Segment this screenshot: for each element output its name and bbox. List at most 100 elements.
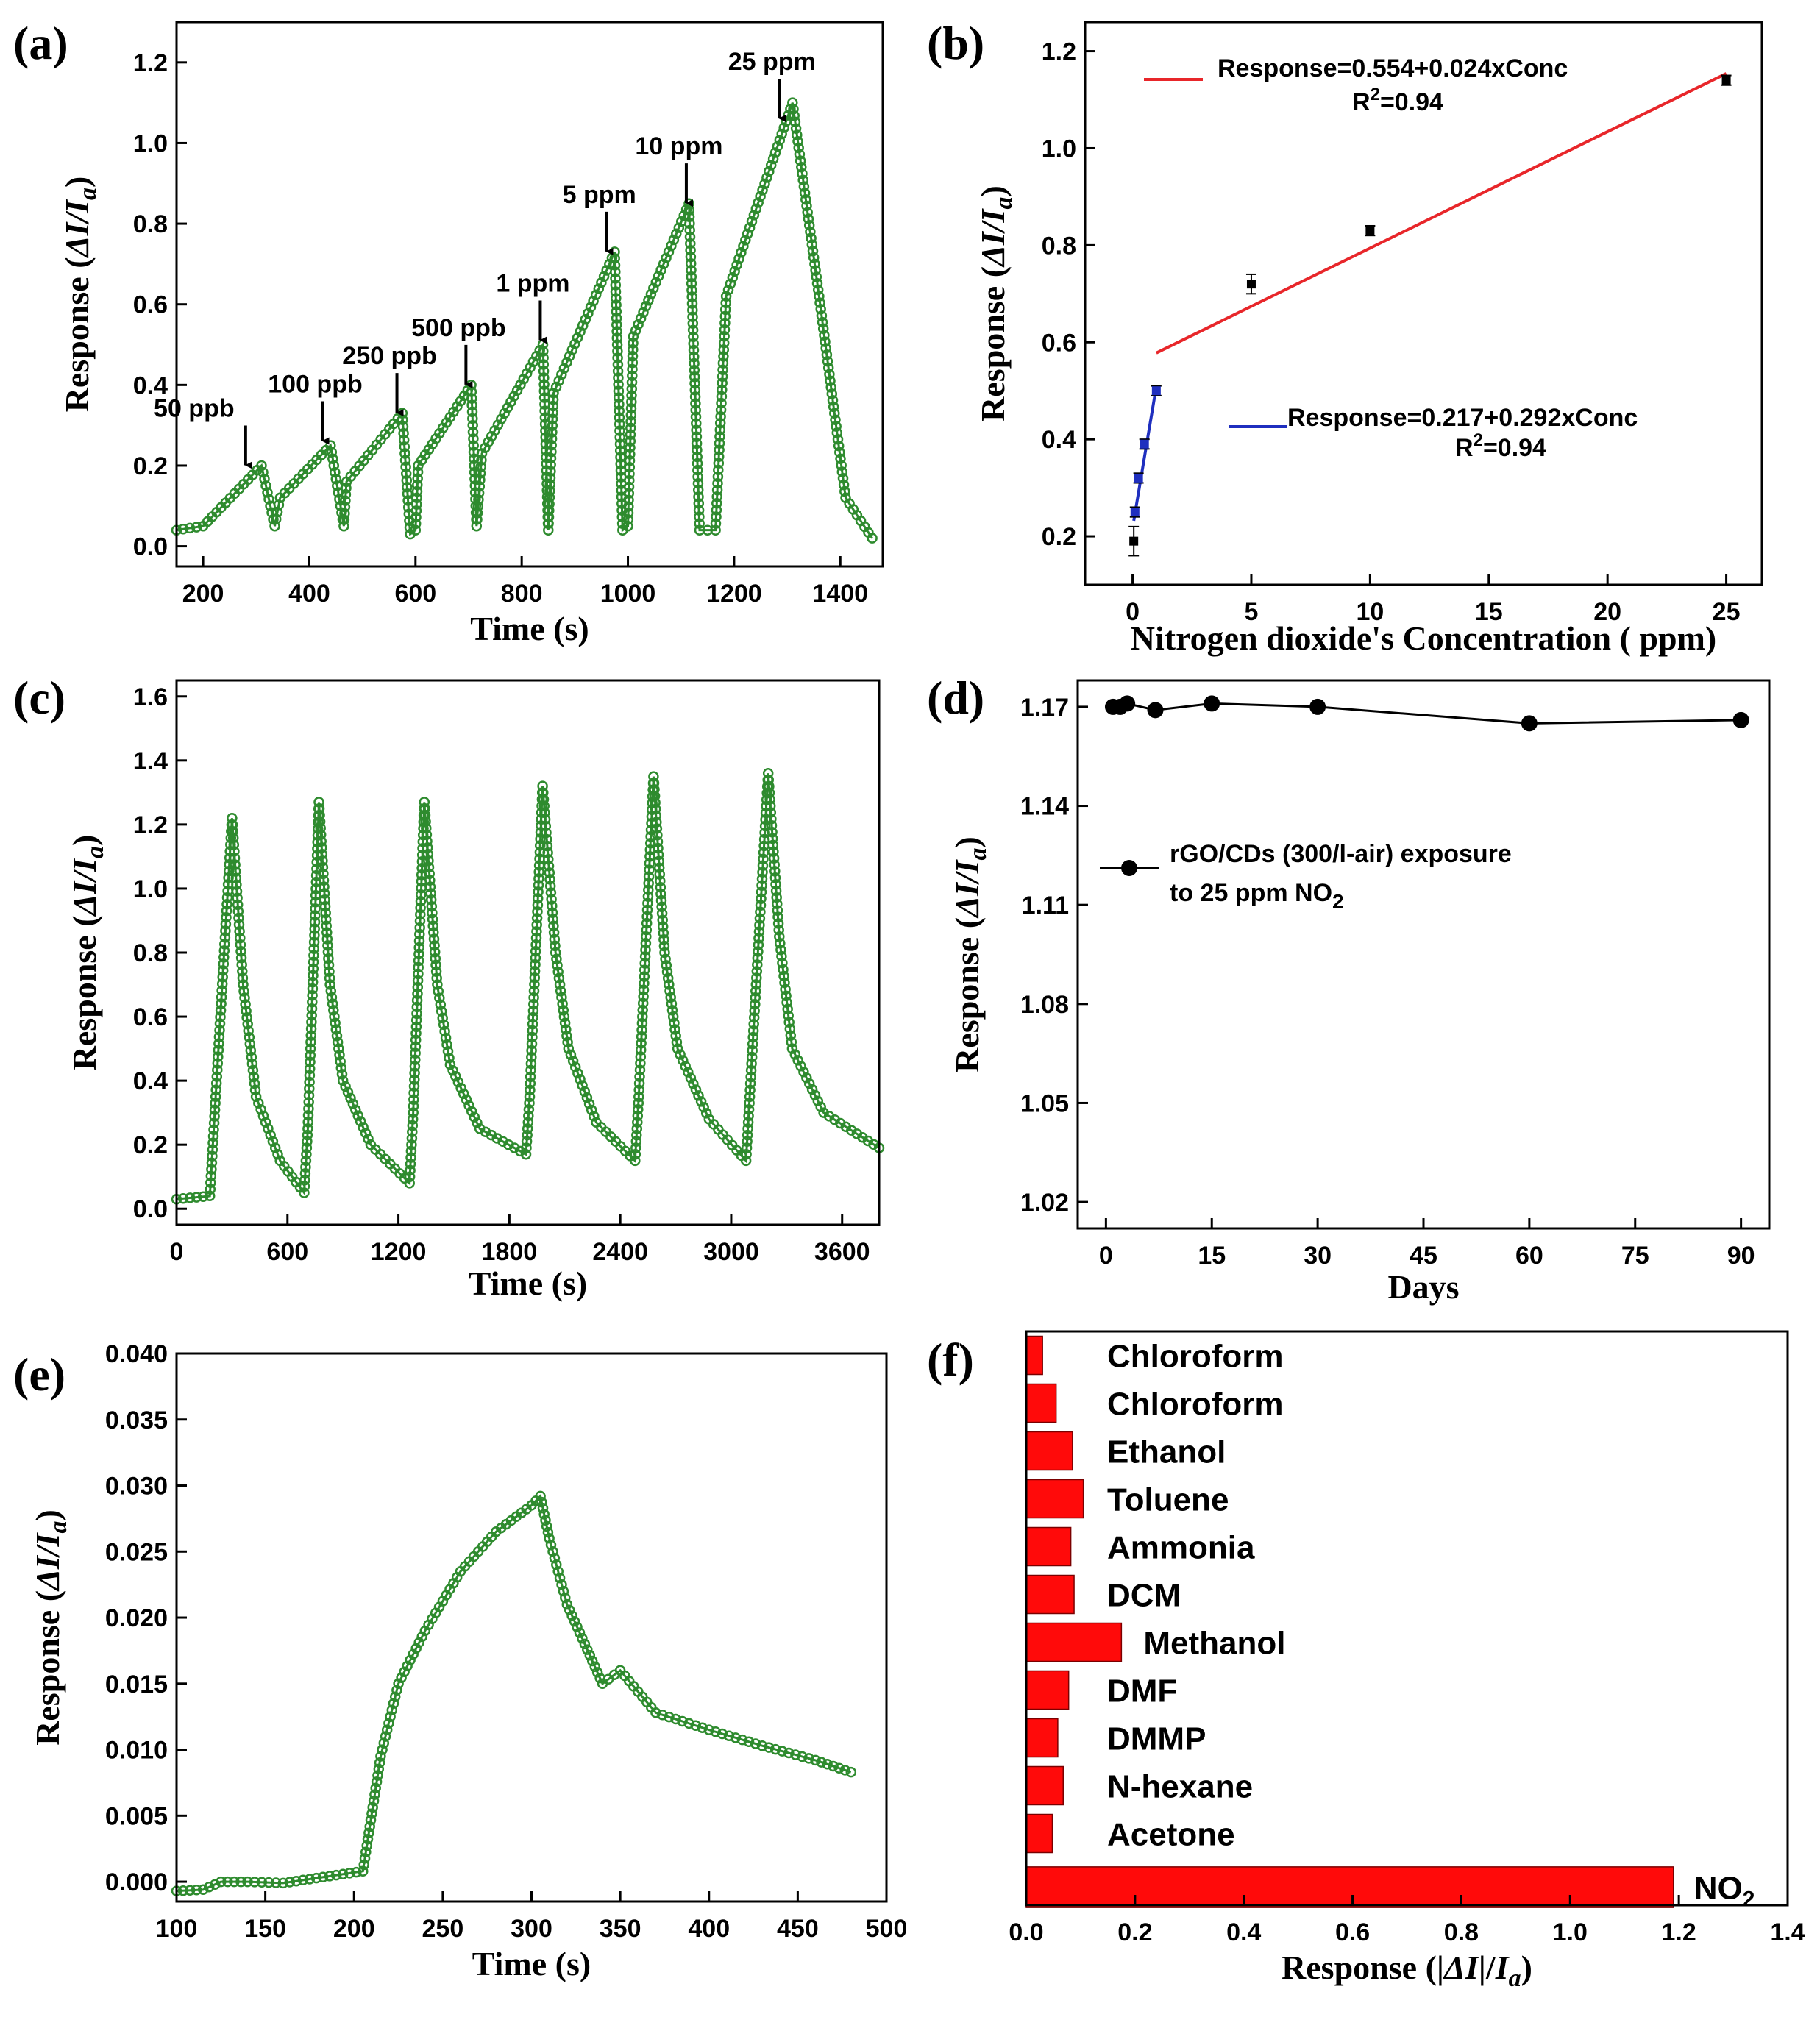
- data-point: [638, 307, 649, 318]
- data-point: [819, 330, 830, 341]
- data-point: [554, 1572, 566, 1584]
- data-point: [693, 491, 704, 502]
- fit-r-squared: R2=0.94: [1455, 430, 1546, 462]
- data-point: [1204, 695, 1220, 712]
- data-point: [746, 1051, 758, 1063]
- data-point: [658, 934, 669, 945]
- data-point: [549, 1553, 561, 1564]
- data-point: [400, 468, 412, 480]
- data-point: [685, 1072, 697, 1084]
- data-point: [625, 422, 636, 434]
- data-point: [319, 888, 330, 899]
- x-tick-label: 15: [1475, 598, 1503, 626]
- data-point: [715, 410, 726, 422]
- data-point: [613, 392, 625, 403]
- data-point: [744, 1098, 755, 1109]
- data-point: [644, 838, 656, 849]
- data-point: [472, 513, 483, 525]
- data-point: [543, 518, 554, 530]
- data-point: [304, 1076, 315, 1088]
- data-point: [577, 1080, 588, 1091]
- data-point: [416, 856, 428, 867]
- data-point: [324, 966, 335, 978]
- data-point: [466, 399, 477, 410]
- data-point: [641, 924, 653, 936]
- data-point: [612, 366, 624, 377]
- data-point: [538, 372, 550, 383]
- data-point: [302, 1129, 313, 1141]
- data-point: [628, 331, 639, 342]
- data-point: [742, 1117, 754, 1128]
- y-axis-title-close: ): [29, 1509, 66, 1520]
- data-point: [249, 1877, 260, 1888]
- data-point: [528, 998, 539, 1010]
- data-point: [271, 513, 282, 524]
- data-point: [325, 985, 337, 997]
- data-point: [769, 859, 780, 870]
- data-point: [360, 1128, 372, 1139]
- data-point: [741, 1148, 752, 1160]
- data-point: [543, 861, 555, 872]
- data-point: [671, 1036, 683, 1048]
- y-axis-title: Response (ΔI/Ia): [58, 177, 102, 413]
- data-point: [521, 1136, 533, 1148]
- bar-category-label: NO2: [1694, 1871, 1755, 1912]
- data-point: [626, 390, 637, 401]
- data-point: [404, 1178, 415, 1189]
- data-point: [529, 978, 540, 990]
- data-point: [645, 830, 656, 842]
- data-point: [527, 1005, 539, 1017]
- x-tick-label: 0.2: [1117, 1918, 1152, 1946]
- data-point: [687, 318, 699, 330]
- data-point: [745, 1071, 756, 1083]
- data-point: [427, 914, 438, 925]
- data-point: [598, 271, 610, 282]
- data-point: [400, 461, 411, 473]
- data-point: [410, 1028, 422, 1039]
- data-point: [812, 1095, 824, 1107]
- data-point: [476, 448, 488, 459]
- data-point: [641, 917, 653, 929]
- data-point: [308, 956, 319, 968]
- data-point: [559, 1017, 571, 1029]
- data-point: [644, 858, 655, 869]
- data-point: [633, 1091, 644, 1103]
- data-point: [535, 833, 546, 844]
- data-point: [271, 506, 283, 518]
- data-point: [531, 926, 542, 937]
- data-point: [444, 1053, 455, 1064]
- data-point: [431, 972, 442, 983]
- data-point: [334, 1050, 345, 1061]
- data-point: [410, 1047, 421, 1059]
- x-tick-label: 0.4: [1226, 1918, 1261, 1946]
- x-tick-label: 90: [1727, 1242, 1755, 1270]
- data-point: [232, 892, 243, 904]
- data-point: [778, 970, 789, 982]
- data-point: [538, 787, 549, 798]
- data-point: [371, 1776, 383, 1787]
- data-point: [662, 972, 674, 984]
- data-point: [480, 1126, 491, 1138]
- data-point: [291, 1875, 302, 1887]
- data-point: [319, 900, 331, 912]
- data-point: [789, 116, 801, 128]
- data-point: [658, 940, 670, 952]
- data-point: [686, 278, 697, 289]
- data-point: [610, 286, 622, 297]
- data-point: [569, 1061, 581, 1072]
- data-point: [323, 953, 334, 964]
- data-point: [756, 893, 767, 904]
- data-point: [811, 277, 823, 289]
- x-tick-label: 1.4: [1770, 1918, 1805, 1946]
- data-point: [635, 1051, 647, 1062]
- data-point: [515, 379, 526, 391]
- data-point: [539, 412, 551, 423]
- data-point: [469, 460, 480, 472]
- data-point: [466, 393, 477, 404]
- x-axis-title: Response (|ΔI|/Ia): [1282, 1949, 1532, 1992]
- data-point: [505, 396, 516, 408]
- data-point: [550, 947, 561, 958]
- data-point: [755, 900, 767, 911]
- data-point: [551, 1559, 562, 1570]
- data-point: [339, 502, 351, 513]
